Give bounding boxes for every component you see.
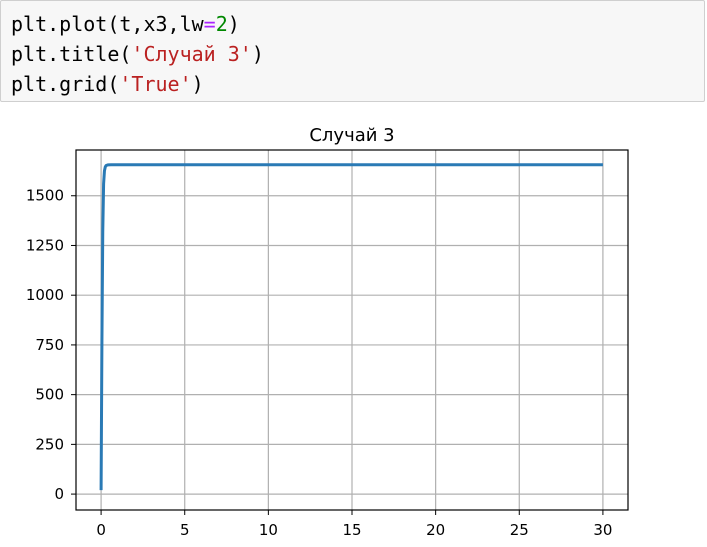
y-tick-label: 250 bbox=[35, 435, 64, 453]
x-tick-label: 10 bbox=[259, 521, 278, 539]
code-cell[interactable]: plt.plot(t,x3,lw=2) plt.title('Случай 3')… bbox=[0, 0, 705, 102]
x-tick-label: 20 bbox=[426, 521, 445, 539]
x-tick-label: 25 bbox=[510, 521, 529, 539]
y-tick-label: 500 bbox=[35, 386, 64, 404]
code-token: 'Случай 3' bbox=[131, 42, 252, 66]
line-chart: Случай 3 0 5 10 15 20 25 30 0 250 500 750 1000 1250 1… bbox=[26, 125, 629, 539]
y-tick-label: 750 bbox=[35, 336, 64, 354]
code-token: = bbox=[203, 12, 216, 36]
code-editor[interactable]: plt.plot(t,x3,lw=2) plt.title('Случай 3')… bbox=[11, 9, 264, 99]
code-token: ) bbox=[251, 42, 264, 66]
code-token: ) bbox=[191, 72, 204, 96]
code-line[interactable]: plt.title('Случай 3') bbox=[11, 39, 264, 69]
code-token: plt.grid( bbox=[11, 72, 120, 96]
y-tick-label: 1250 bbox=[26, 236, 64, 254]
y-tick-label: 1500 bbox=[26, 187, 64, 205]
x-tick-label: 30 bbox=[593, 521, 612, 539]
chart-title: Случай 3 bbox=[309, 125, 394, 146]
output-area: Случай 3 0 5 10 15 20 25 30 0 250 500 750 1000 1250 1… bbox=[0, 110, 707, 547]
y-tick-label: 1000 bbox=[26, 286, 64, 304]
code-token: ) bbox=[227, 12, 240, 36]
x-tick-label: 5 bbox=[180, 521, 190, 539]
x-tick-label: 0 bbox=[96, 521, 106, 539]
code-token: plt.plot(t,x3,lw bbox=[11, 12, 204, 36]
code-token: 2 bbox=[215, 12, 228, 36]
code-token: 'True' bbox=[119, 72, 192, 96]
code-token: plt.title( bbox=[11, 42, 132, 66]
code-line[interactable]: plt.plot(t,x3,lw=2) bbox=[11, 9, 264, 39]
code-line[interactable]: plt.grid('True') bbox=[11, 69, 264, 99]
x-tick-label: 15 bbox=[342, 521, 361, 539]
y-tick-label: 0 bbox=[54, 485, 64, 503]
series-line bbox=[99, 163, 603, 491]
